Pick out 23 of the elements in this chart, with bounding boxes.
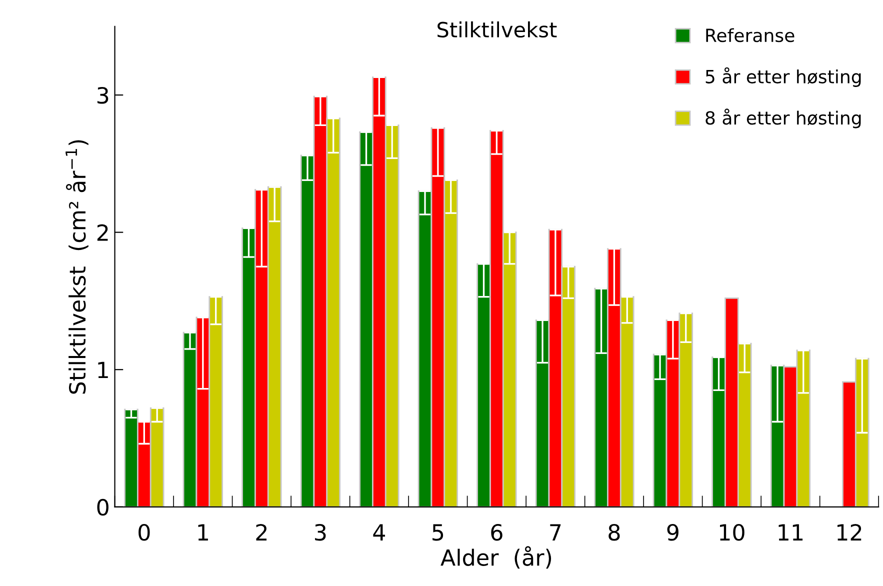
x-tick-label: 12 (838, 524, 862, 540)
x-axis-title: Alder (år) (440, 546, 552, 569)
x-tick-label: 7 (550, 524, 561, 540)
x-tick-label: 9 (667, 524, 678, 541)
y-tick-label: 1 (98, 362, 108, 378)
x-tick-label: 0 (138, 524, 150, 541)
legend-label: Referanse (706, 28, 794, 42)
legend-label: 8 år etter høsting (706, 108, 861, 128)
y-axis-title: Stilktilvekst (cm² år$^{−1}$) (66, 140, 88, 394)
x-tick-label: 8 (608, 524, 620, 541)
x-tick-label: 5 (432, 524, 444, 541)
y-tick-label: 0 (97, 498, 108, 516)
x-tick-label: 10 (720, 524, 744, 541)
x-tick-label: 2 (256, 524, 267, 540)
x-tick-label: 1 (198, 524, 208, 540)
chart-title: Stilktilvekst (438, 21, 557, 38)
y-tick-label: 3 (97, 86, 108, 104)
legend-label: 5 år etter høsting (706, 67, 861, 87)
x-tick-label: 11 (778, 524, 803, 540)
y-tick-label: 2 (97, 224, 108, 241)
x-tick-label: 6 (491, 524, 502, 541)
x-tick-label: 4 (373, 524, 386, 540)
x-tick-label: 3 (315, 524, 326, 541)
